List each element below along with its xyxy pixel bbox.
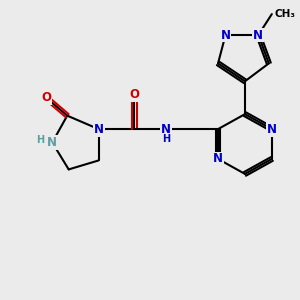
Text: O: O (41, 91, 51, 104)
Text: CH₃: CH₃ (274, 9, 295, 19)
Text: H: H (162, 134, 170, 144)
Text: N: N (161, 123, 171, 136)
Text: H: H (36, 135, 44, 146)
Text: N: N (94, 123, 103, 136)
Text: N: N (267, 123, 277, 136)
Text: O: O (129, 88, 140, 101)
Text: N: N (213, 152, 223, 166)
Text: N: N (220, 28, 230, 41)
Text: N: N (254, 28, 263, 41)
Text: N: N (47, 136, 57, 149)
